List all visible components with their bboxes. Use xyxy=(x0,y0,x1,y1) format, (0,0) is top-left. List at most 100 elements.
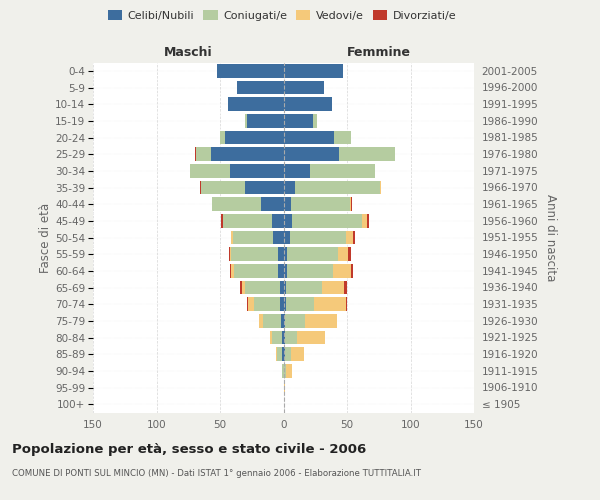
Bar xyxy=(278,248,284,261)
Bar xyxy=(245,114,247,128)
Bar xyxy=(220,130,225,144)
Bar xyxy=(380,180,381,194)
Bar xyxy=(274,230,284,244)
Bar xyxy=(284,348,285,361)
Bar xyxy=(196,148,211,161)
Bar xyxy=(282,364,284,378)
Bar xyxy=(305,314,337,328)
Bar xyxy=(340,148,395,161)
Bar xyxy=(284,280,286,294)
Bar xyxy=(280,280,284,294)
Text: Femmine: Femmine xyxy=(347,46,411,59)
Bar xyxy=(353,230,355,244)
Bar xyxy=(272,330,282,344)
Bar xyxy=(284,164,310,177)
Bar xyxy=(276,348,277,361)
Bar xyxy=(236,80,284,94)
Bar xyxy=(298,330,325,344)
Bar xyxy=(351,198,352,211)
Bar xyxy=(225,130,284,144)
Bar xyxy=(367,214,368,228)
Bar xyxy=(292,214,362,228)
Bar xyxy=(282,330,284,344)
Bar xyxy=(287,264,333,278)
Bar xyxy=(242,280,245,294)
Bar xyxy=(284,214,292,228)
Bar xyxy=(263,314,281,328)
Bar xyxy=(284,98,332,111)
Bar xyxy=(284,248,287,261)
Bar xyxy=(348,248,351,261)
Bar xyxy=(350,198,351,211)
Bar xyxy=(229,248,230,261)
Bar xyxy=(194,148,196,161)
Bar xyxy=(284,230,290,244)
Text: Popolazione per età, sesso e stato civile - 2006: Popolazione per età, sesso e stato civil… xyxy=(12,442,366,456)
Bar xyxy=(282,348,284,361)
Bar xyxy=(284,114,313,128)
Bar xyxy=(277,348,282,361)
Bar xyxy=(284,130,334,144)
Bar xyxy=(232,264,234,278)
Bar xyxy=(284,198,291,211)
Bar xyxy=(212,198,260,211)
Bar xyxy=(223,214,272,228)
Text: Maschi: Maschi xyxy=(164,46,212,59)
Bar xyxy=(232,230,233,244)
Bar xyxy=(241,280,242,294)
Bar xyxy=(247,114,284,128)
Bar xyxy=(290,230,346,244)
Bar xyxy=(284,330,285,344)
Bar xyxy=(313,114,317,128)
Bar xyxy=(284,314,285,328)
Bar xyxy=(259,314,263,328)
Bar xyxy=(285,314,305,328)
Bar xyxy=(245,280,280,294)
Bar xyxy=(284,64,343,78)
Bar xyxy=(286,364,292,378)
Bar xyxy=(284,364,286,378)
Bar xyxy=(284,80,324,94)
Bar xyxy=(351,264,353,278)
Bar xyxy=(272,214,284,228)
Bar xyxy=(362,214,367,228)
Bar xyxy=(284,298,286,311)
Bar xyxy=(346,230,353,244)
Y-axis label: Fasce di età: Fasce di età xyxy=(40,202,52,272)
Bar xyxy=(284,264,287,278)
Bar xyxy=(248,298,254,311)
Bar xyxy=(322,280,344,294)
Bar xyxy=(295,180,380,194)
Bar xyxy=(221,214,223,228)
Bar xyxy=(284,148,340,161)
Bar xyxy=(227,98,284,111)
Bar xyxy=(280,298,284,311)
Bar xyxy=(346,298,347,311)
Bar xyxy=(284,180,295,194)
Bar xyxy=(247,298,248,311)
Bar xyxy=(230,264,232,278)
Bar xyxy=(232,248,278,261)
Text: COMUNE DI PONTI SUL MINCIO (MN) - Dati ISTAT 1° gennaio 2006 - Elaborazione TUTT: COMUNE DI PONTI SUL MINCIO (MN) - Dati I… xyxy=(12,469,421,478)
Bar xyxy=(233,230,274,244)
Bar xyxy=(200,180,201,194)
Bar xyxy=(269,330,272,344)
Bar xyxy=(286,298,314,311)
Bar xyxy=(245,180,284,194)
Bar xyxy=(201,180,245,194)
Bar xyxy=(234,264,278,278)
Y-axis label: Anni di nascita: Anni di nascita xyxy=(544,194,557,281)
Bar xyxy=(334,130,351,144)
Legend: Celibi/Nubili, Coniugati/e, Vedovi/e, Divorziati/e: Celibi/Nubili, Coniugati/e, Vedovi/e, Di… xyxy=(103,6,461,25)
Bar xyxy=(211,148,284,161)
Bar xyxy=(310,164,375,177)
Bar xyxy=(287,248,338,261)
Bar xyxy=(230,248,232,261)
Bar xyxy=(333,264,351,278)
Bar xyxy=(338,248,348,261)
Bar xyxy=(285,330,298,344)
Bar xyxy=(278,264,284,278)
Bar xyxy=(230,164,284,177)
Bar xyxy=(254,298,280,311)
Bar xyxy=(281,314,284,328)
